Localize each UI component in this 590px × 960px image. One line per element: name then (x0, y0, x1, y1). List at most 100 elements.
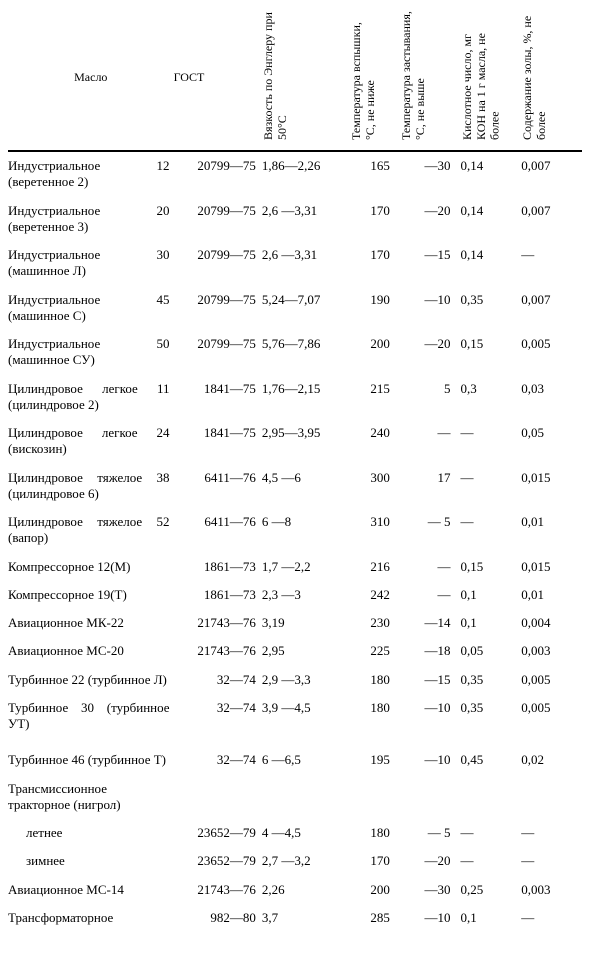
cell-gost: 21743—76 (174, 637, 262, 665)
cell-pour: —30 (400, 876, 461, 904)
cell-ash: 0,05 (521, 419, 582, 464)
cell-name: летнее (8, 819, 174, 847)
cell-pour: —20 (400, 197, 461, 242)
cell-name: Индустриальное 45 (машинное С) (8, 286, 174, 331)
cell-gost: 21743—76 (174, 876, 262, 904)
cell-pour: 5 (400, 375, 461, 420)
col-flash: Температура вспышки, °С, не ниже (350, 10, 400, 151)
cell-ash: 0,01 (521, 581, 582, 609)
cell-acid: 0,3 (461, 375, 522, 420)
col-gost: ГОСТ (174, 10, 262, 151)
table-row: Индустриальное 30 (машинное Л)20799—752,… (8, 241, 582, 286)
table-row: летнее23652—794 —4,5180— 5—— (8, 819, 582, 847)
cell-acid: — (461, 847, 522, 875)
cell-viscosity: 2,95—3,95 (262, 419, 350, 464)
table-row: Индустриальное 45 (машинное С)20799—755,… (8, 286, 582, 331)
cell-acid: 0,14 (461, 151, 522, 197)
cell-gost: 982—80 (174, 904, 262, 932)
oils-table: Масло ГОСТ Вязкость по Энглеру при 50°С … (8, 10, 582, 932)
cell-acid: 0,35 (461, 666, 522, 694)
cell-name: Цилиндровое тяжелое 38 (цилиндровое 6) (8, 464, 174, 509)
cell-pour: —10 (400, 286, 461, 331)
cell-gost: 20799—75 (174, 286, 262, 331)
cell-viscosity: 2,6 —3,31 (262, 241, 350, 286)
cell-acid: 0,45 (461, 738, 522, 774)
cell-pour: — (400, 553, 461, 581)
cell-acid: 0,15 (461, 330, 522, 375)
cell-name: Компрессорное 19(Т) (8, 581, 174, 609)
cell-acid: 0,1 (461, 581, 522, 609)
cell-flash: 170 (350, 197, 400, 242)
cell-acid: 0,25 (461, 876, 522, 904)
cell-pour: — (400, 419, 461, 464)
cell-flash: 200 (350, 330, 400, 375)
cell-ash: 0,005 (521, 330, 582, 375)
cell-viscosity: 5,76—7,86 (262, 330, 350, 375)
cell-viscosity: 2,7 —3,2 (262, 847, 350, 875)
col-ash: Содержание золы, %, не более (521, 10, 582, 151)
cell-flash: 180 (350, 819, 400, 847)
cell-gost: 23652—79 (174, 819, 262, 847)
cell-ash: 0,007 (521, 151, 582, 197)
cell-name: Индустриальное 12 (веретенное 2) (8, 151, 174, 197)
header-row: Масло ГОСТ Вязкость по Энглеру при 50°С … (8, 10, 582, 151)
table-row: Индустриальное 50 (машинное СУ)20799—755… (8, 330, 582, 375)
cell-flash: 216 (350, 553, 400, 581)
cell-viscosity: 1,7 —2,2 (262, 553, 350, 581)
cell-acid: 0,35 (461, 286, 522, 331)
cell-ash: 0,004 (521, 609, 582, 637)
cell-gost: 20799—75 (174, 151, 262, 197)
cell-ash: 0,015 (521, 553, 582, 581)
cell-viscosity: 4,5 —6 (262, 464, 350, 509)
cell-ash: 0,003 (521, 637, 582, 665)
cell-gost: 20799—75 (174, 330, 262, 375)
cell-name: Цилиндровое легкое 24 (вискозин) (8, 419, 174, 464)
cell-gost: 1861—73 (174, 553, 262, 581)
cell-pour: —18 (400, 637, 461, 665)
table-row: Индустриальное 20 (веретенное 3)20799—75… (8, 197, 582, 242)
table-row: Авиационное МС-1421743—762,26200—300,250… (8, 876, 582, 904)
col-name: Масло (8, 10, 174, 151)
cell-gost: 32—74 (174, 738, 262, 774)
cell-flash: 300 (350, 464, 400, 509)
cell-ash: 0,003 (521, 876, 582, 904)
cell-acid: 0,1 (461, 904, 522, 932)
cell-pour: — 5 (400, 819, 461, 847)
table-row: Компрессорное 12(М)1861—731,7 —2,2216—0,… (8, 553, 582, 581)
cell-viscosity (262, 775, 350, 820)
cell-acid: 0,05 (461, 637, 522, 665)
cell-gost: 1841—75 (174, 419, 262, 464)
cell-gost: 32—74 (174, 694, 262, 739)
cell-acid: 0,14 (461, 241, 522, 286)
cell-flash: 180 (350, 694, 400, 739)
cell-viscosity: 2,26 (262, 876, 350, 904)
cell-pour: — (400, 581, 461, 609)
cell-acid: 0,35 (461, 694, 522, 739)
cell-acid: — (461, 419, 522, 464)
cell-name: Авиационное МС-20 (8, 637, 174, 665)
cell-ash (521, 775, 582, 820)
cell-name: Индустриальное 20 (веретенное 3) (8, 197, 174, 242)
cell-acid: 0,1 (461, 609, 522, 637)
table-row: Трансформаторное982—803,7285—100,1— (8, 904, 582, 932)
cell-flash: 240 (350, 419, 400, 464)
cell-name: Турбинное 46 (турбинное Т) (8, 738, 174, 774)
cell-gost: 6411—76 (174, 508, 262, 553)
cell-gost: 21743—76 (174, 609, 262, 637)
cell-name: Турбинное 22 (турбинное Л) (8, 666, 174, 694)
cell-name: Трансформаторное (8, 904, 174, 932)
table-row: Авиационное МК-2221743—763,19230—140,10,… (8, 609, 582, 637)
table-row: Цилиндровое тяжелое 52 (вапор)6411—766 —… (8, 508, 582, 553)
cell-gost: 20799—75 (174, 197, 262, 242)
cell-acid: 0,15 (461, 553, 522, 581)
col-viscosity: Вязкость по Энглеру при 50°С (262, 10, 350, 151)
cell-pour: —15 (400, 666, 461, 694)
cell-gost: 1841—75 (174, 375, 262, 420)
cell-gost: 32—74 (174, 666, 262, 694)
cell-flash: 215 (350, 375, 400, 420)
cell-viscosity: 3,19 (262, 609, 350, 637)
cell-ash: 0,015 (521, 464, 582, 509)
cell-acid: 0,14 (461, 197, 522, 242)
cell-pour: —15 (400, 241, 461, 286)
cell-ash: 0,007 (521, 197, 582, 242)
